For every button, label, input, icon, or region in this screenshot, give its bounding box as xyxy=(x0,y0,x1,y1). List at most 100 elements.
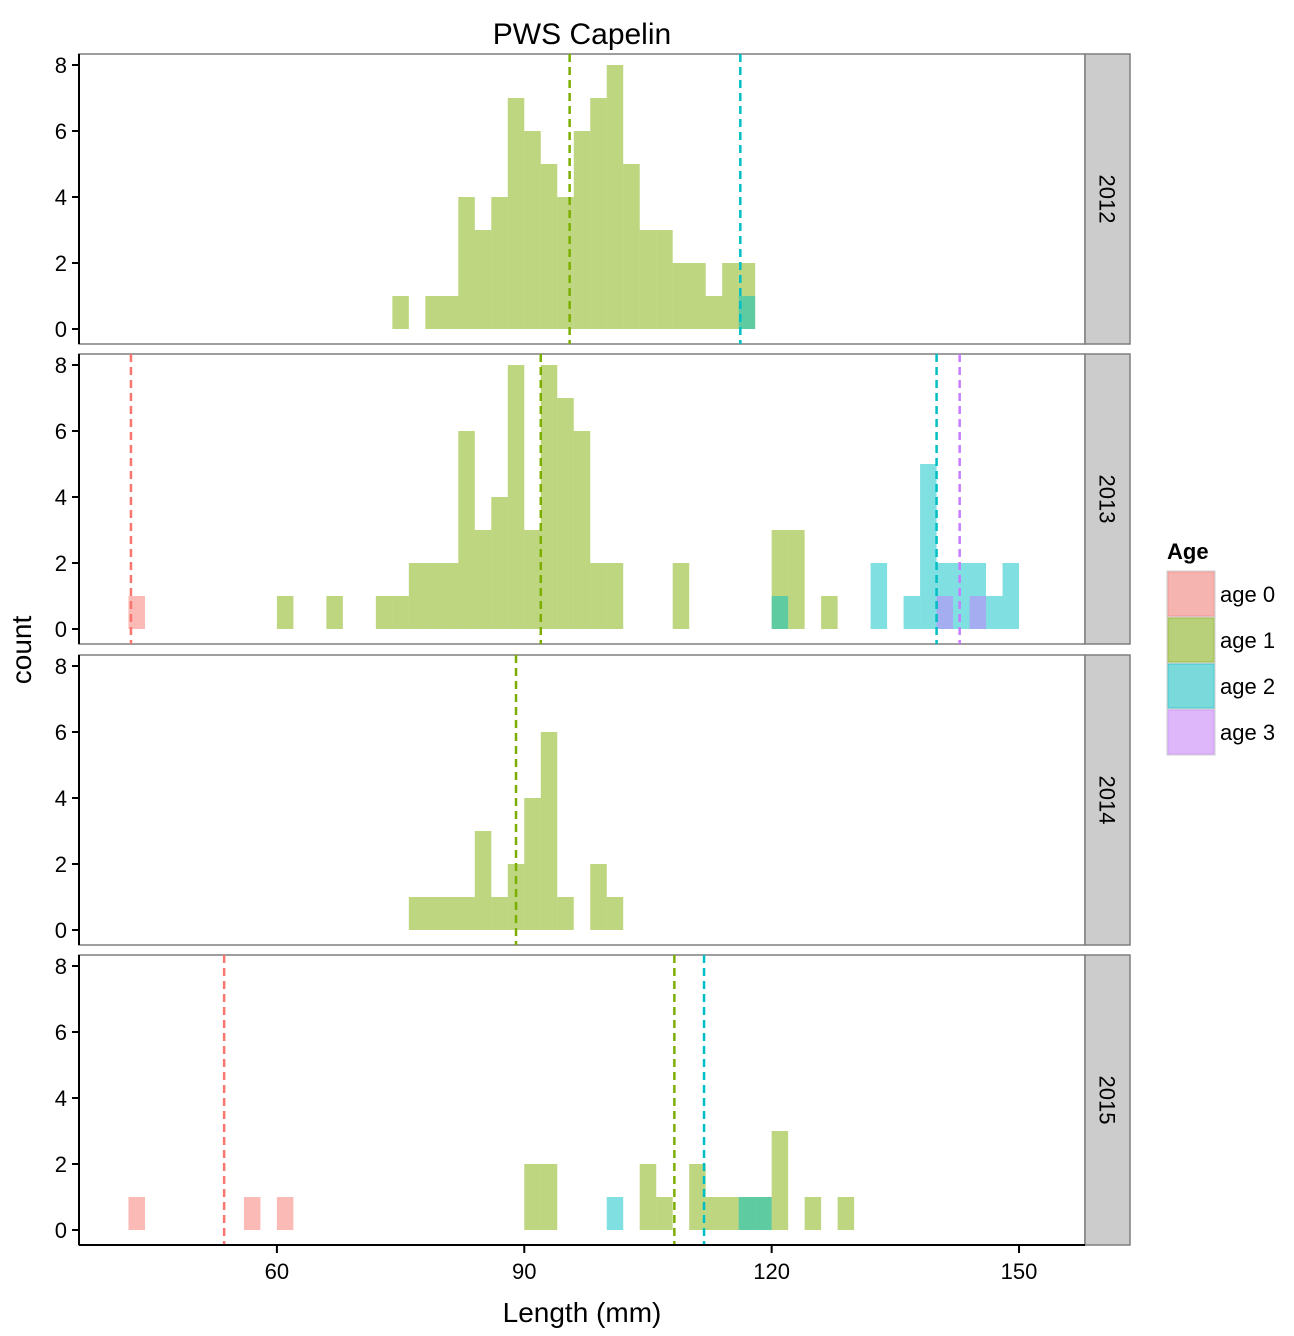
histogram-bar-age2 xyxy=(920,464,937,629)
histogram-bar-age1 xyxy=(639,230,657,329)
legend-swatch-age3 xyxy=(1167,709,1215,755)
legend-title: Age xyxy=(1167,539,1209,564)
histogram-bar-age1 xyxy=(821,596,838,629)
legend-label-age0: age 0 xyxy=(1220,582,1275,607)
histogram-bar-age1 xyxy=(590,864,607,930)
histogram-bar-age1 xyxy=(557,197,574,329)
facet-strip xyxy=(1084,654,1131,946)
x-tick-label: 90 xyxy=(512,1259,536,1284)
y-tick-label: 8 xyxy=(55,954,67,979)
histogram-bar-age2 xyxy=(870,563,888,629)
y-tick-label: 2 xyxy=(55,852,67,877)
histogram-bar-age1 xyxy=(474,230,492,329)
legend-label-age3: age 3 xyxy=(1220,720,1275,745)
histogram-bar-age1 xyxy=(623,164,640,329)
facet-2014: 2014 0 2 4 6 8 xyxy=(55,654,1131,946)
histogram-bar-age1 xyxy=(557,398,574,629)
y-tick-label: 6 xyxy=(55,419,67,444)
histogram-bar-age1 xyxy=(705,296,723,329)
histogram-bar-age1 xyxy=(524,530,541,629)
y-tick-label: 0 xyxy=(55,1218,67,1243)
histogram-bar-age1 xyxy=(491,497,508,629)
histogram-bar-age1 xyxy=(408,563,426,629)
y-tick-label: 8 xyxy=(55,53,67,78)
facet-strip-label: 2012 xyxy=(1095,175,1120,224)
legend: Age age 0 age 1 age 2 age 3 xyxy=(1166,539,1275,756)
histogram-bar-age1 xyxy=(524,131,541,329)
histogram-bar-age1 xyxy=(524,798,541,930)
histogram-bar-age1 xyxy=(491,197,508,329)
histogram-bar-age1 xyxy=(425,296,442,329)
facet-2015: 2015 0 2 4 6 8 xyxy=(55,954,1131,1246)
histogram-bar-age1 xyxy=(326,596,343,629)
y-tick-label: 8 xyxy=(55,654,67,679)
histogram-bar-age1 xyxy=(788,530,805,629)
histogram-bar-age2 xyxy=(903,596,921,629)
histogram-bar-age1 xyxy=(441,897,459,930)
y-tick-label: 2 xyxy=(55,251,67,276)
histogram-bar-age2 xyxy=(755,1197,772,1230)
histogram-bar-age1 xyxy=(540,365,558,629)
histogram-bar-age0 xyxy=(276,1197,294,1230)
histogram-bar-age1 xyxy=(590,98,607,329)
facet-strip-label: 2013 xyxy=(1095,475,1120,524)
y-tick-label: 6 xyxy=(55,119,67,144)
histogram-bar-age2 xyxy=(738,296,756,329)
legend-label-age2: age 2 xyxy=(1220,674,1275,699)
y-tick-label: 6 xyxy=(55,720,67,745)
histogram-bar-age1 xyxy=(425,897,442,930)
histogram-bar-age1 xyxy=(276,596,294,629)
legend-label-age1: age 1 xyxy=(1220,628,1275,653)
histogram-bar-age1 xyxy=(837,1197,855,1230)
histogram-bar-age1 xyxy=(392,596,409,629)
histogram-bar-age1 xyxy=(458,431,475,629)
histogram-bar-age2 xyxy=(606,1197,624,1230)
histogram-bar-age1 xyxy=(557,897,574,930)
legend-swatch-age1 xyxy=(1167,617,1215,663)
x-tick-label: 60 xyxy=(265,1259,289,1284)
facet-2012: 2012 0 2 4 6 8 xyxy=(55,53,1131,345)
y-tick-label: 2 xyxy=(55,1152,67,1177)
histogram-bar-age0 xyxy=(128,1197,145,1230)
histogram-bar-age1 xyxy=(573,431,591,629)
histogram-bar-age1 xyxy=(408,897,426,930)
histogram-bar-age1 xyxy=(722,1197,739,1230)
chart-title: PWS Capelin xyxy=(493,18,671,51)
histogram-bar-age1 xyxy=(540,1164,558,1230)
histogram-bar-age0 xyxy=(243,1197,261,1230)
histogram-bar-age1 xyxy=(441,563,459,629)
histogram-bar-age1 xyxy=(573,131,591,329)
legend-swatch-age2 xyxy=(1167,663,1215,709)
histogram-bar-age1 xyxy=(722,263,739,329)
histogram-bar-age2 xyxy=(771,596,789,629)
histogram-bar-age1 xyxy=(474,831,492,930)
y-tick-label: 0 xyxy=(55,317,67,342)
histogram-bar-age1 xyxy=(656,230,673,329)
histogram-bar-age1 xyxy=(771,1131,789,1230)
facet-2013: 2013 0 2 4 6 8 xyxy=(55,353,1131,645)
facet-strip xyxy=(1084,353,1131,645)
histogram-bar-age1 xyxy=(656,1197,673,1230)
histogram-bar-age1 xyxy=(507,98,525,329)
histogram-bar-age1 xyxy=(689,1164,706,1230)
facet-strip-label: 2014 xyxy=(1095,776,1120,825)
histogram-bar-age1 xyxy=(507,365,525,629)
histogram-bar-age3 xyxy=(936,596,954,629)
y-tick-label: 4 xyxy=(55,485,67,510)
histogram-bar-age1 xyxy=(606,65,624,329)
histogram-bar-age1 xyxy=(672,263,690,329)
histogram-bar-age1 xyxy=(705,1197,723,1230)
histogram-bar-age1 xyxy=(689,263,706,329)
histogram-bar-age3 xyxy=(969,596,987,629)
y-axis-title: count xyxy=(6,616,37,685)
panel-border xyxy=(78,954,1086,1246)
histogram-bar-age1 xyxy=(540,164,558,329)
histogram-bar-age1 xyxy=(672,563,690,629)
histogram-bar-age1 xyxy=(606,563,624,629)
x-axis-title: Length (mm) xyxy=(503,1297,662,1328)
histogram-bar-age2 xyxy=(986,596,1003,629)
y-tick-label: 2 xyxy=(55,551,67,576)
x-tick-label: 120 xyxy=(753,1259,790,1284)
x-tick-label: 150 xyxy=(1001,1259,1038,1284)
